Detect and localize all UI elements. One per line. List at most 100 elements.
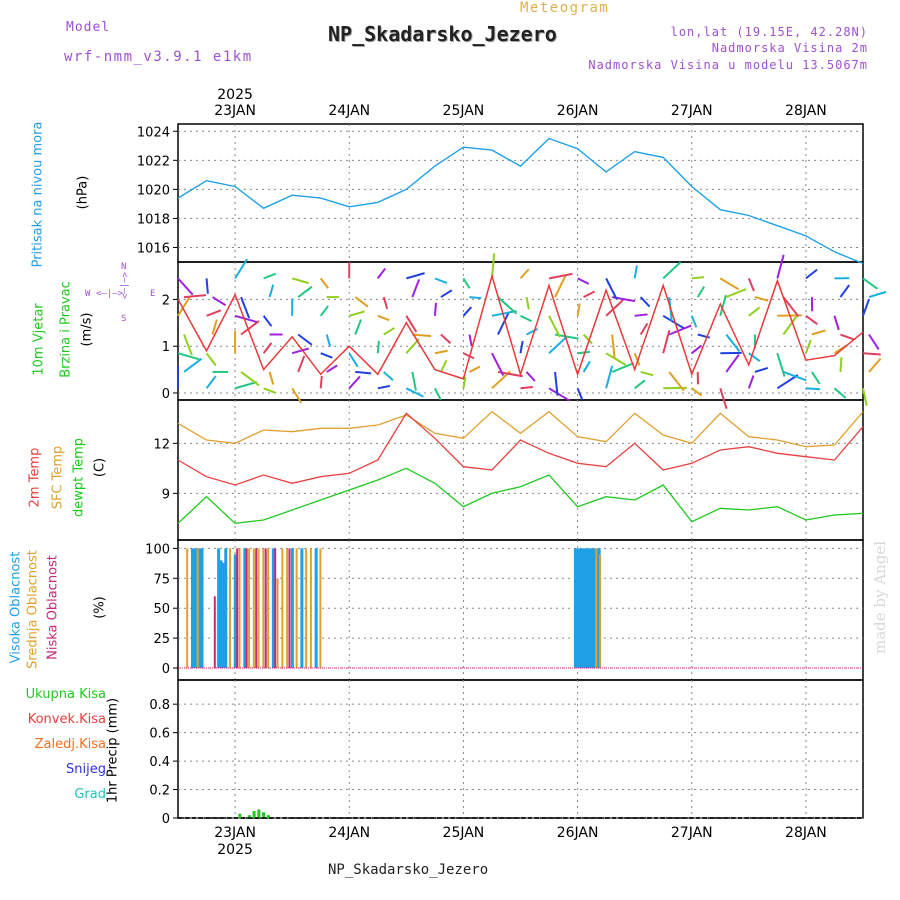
wind-arrow	[725, 354, 740, 373]
cloud-mid-bar	[186, 548, 189, 669]
ytick-label: 0	[162, 662, 170, 677]
model-label: Model	[66, 20, 111, 35]
wind-arrow	[868, 290, 887, 299]
wind-arrow	[782, 296, 800, 317]
cloud-high-bar	[592, 548, 596, 669]
precip-bar	[262, 812, 266, 818]
wind-arrow	[262, 315, 273, 327]
wind-arrow	[205, 352, 217, 367]
day-label-bottom: 25JAN	[443, 825, 485, 841]
wind-arrow	[526, 327, 539, 336]
wind-arrow	[434, 277, 448, 284]
cloud-high-bar	[576, 548, 580, 669]
wind-arrow	[805, 314, 818, 325]
wind-arrow	[611, 334, 616, 358]
wind-arrow	[291, 277, 309, 285]
cloud-mid-bar	[276, 578, 279, 669]
cloud-mid-bar	[281, 548, 284, 669]
precip-legend-conv: Konvek.Kisa	[27, 712, 106, 727]
wind-arrow	[862, 298, 871, 317]
wind-arrow	[376, 267, 387, 279]
compass-s: S	[121, 314, 127, 324]
wind-arrow	[177, 352, 200, 361]
wind-arrow	[868, 333, 880, 350]
wind-arrow	[468, 334, 473, 347]
wind-arrow	[183, 294, 207, 299]
day-label-top: 25JAN	[443, 103, 485, 119]
wind-arrow	[576, 303, 581, 316]
wind-arrow	[297, 355, 306, 373]
wind-arrow	[383, 327, 395, 336]
wind-arrow	[811, 329, 826, 336]
cloud-high-bar	[233, 554, 237, 669]
elev-text: Nadmorska Visina 2m	[711, 41, 868, 55]
ytick-label: 1016	[137, 241, 170, 256]
wind-arrow	[234, 314, 258, 323]
wind-arrow	[434, 349, 448, 355]
wind-arrow	[776, 352, 786, 377]
wind-arrow	[754, 296, 769, 302]
day-label-top: 24JAN	[328, 103, 370, 119]
wind-arrow	[605, 352, 627, 367]
ytick-label: 12	[153, 437, 170, 452]
precip-bar	[252, 810, 256, 818]
wind-arrow	[234, 258, 248, 279]
wind-arrow	[582, 360, 591, 373]
wind-arrow	[839, 284, 850, 298]
wind-arrow	[605, 299, 624, 317]
wind-arrow	[776, 374, 799, 390]
compass-w: W	[85, 289, 91, 299]
wind-arrow	[440, 333, 452, 344]
cloud-high-bar	[588, 548, 592, 669]
wind-arrow	[868, 357, 882, 373]
wind-arrow	[291, 347, 309, 355]
cloud-high-bar	[314, 548, 318, 669]
day-label-top: 28JAN	[785, 103, 827, 119]
wind-arrow	[520, 314, 533, 323]
cloud-high-bar	[290, 548, 294, 669]
wind-arrow	[633, 265, 638, 279]
temperature-frame	[177, 399, 864, 541]
wind-arrow	[497, 311, 510, 335]
wind-arrow	[662, 329, 671, 354]
model-name: wrf-nmm_v3.9.1 e1km	[64, 49, 253, 65]
wind-arrow	[691, 387, 703, 397]
cloud-mid-bar	[238, 548, 241, 669]
wind-arrow	[582, 333, 593, 345]
wind-arrow	[440, 289, 453, 298]
wind-arrow	[519, 268, 530, 280]
wind-arrow	[640, 370, 654, 377]
wind-arrow	[462, 277, 471, 289]
precip-legend-total: Ukupna Kisa	[25, 687, 106, 702]
wind-arrow	[696, 285, 705, 298]
wind-arrow	[748, 306, 761, 317]
wind-arrow	[725, 288, 747, 299]
wind-arrow	[662, 261, 682, 280]
wind-arrow	[497, 296, 518, 315]
elev-model-text: Nadmorska Visina u modelu 13.5067m	[588, 58, 868, 72]
year-label-bottom: 2025	[217, 842, 253, 858]
wind-arrow	[668, 371, 685, 392]
wind-arrow	[462, 376, 467, 389]
wind-arrow	[405, 315, 418, 333]
wind-arrow	[862, 277, 878, 290]
cloud-low-bar	[236, 548, 239, 669]
wind-arrow	[633, 352, 641, 366]
wind-arrow	[754, 366, 769, 373]
wind-arrow	[412, 333, 432, 338]
wind-arrow	[719, 388, 728, 410]
compass-axis-h: <–|–>	[96, 289, 124, 299]
wind-arrow	[212, 296, 227, 307]
day-label-bottom: 23JAN	[214, 825, 256, 841]
cloud-mid-bar	[305, 548, 308, 669]
wind-arrow	[611, 362, 635, 373]
wind-arrow	[833, 315, 840, 331]
compass-rose: N S W E <–|–> <–|–>	[82, 260, 162, 330]
wind-arrow	[805, 387, 821, 391]
wind-arrow	[634, 313, 648, 317]
wind-arrow	[662, 314, 685, 329]
series-sfc-temp	[177, 410, 864, 448]
pressure-frame	[177, 123, 864, 263]
ytick-label: 75	[153, 572, 170, 587]
